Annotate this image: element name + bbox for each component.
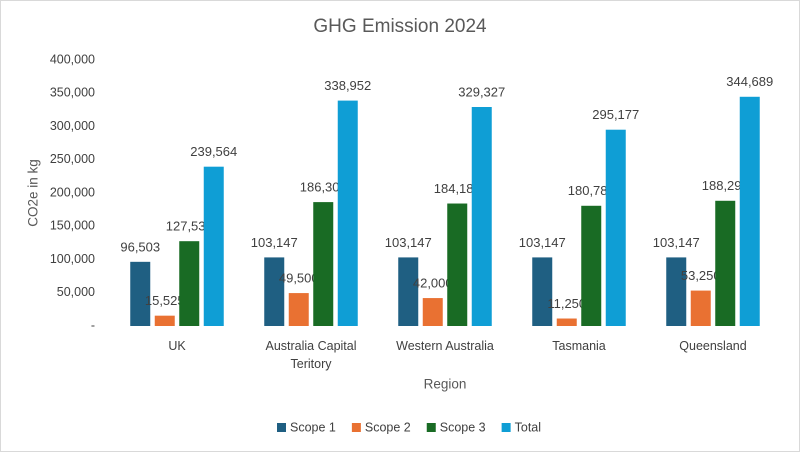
legend-label: Total [515, 420, 541, 434]
bar [581, 205, 602, 326]
x-tick-label: Australia Capital Teritory [265, 339, 357, 371]
data-label: 188,292 [702, 178, 749, 193]
bar [313, 202, 334, 326]
y-tick-label: 200,000 [50, 185, 95, 199]
bar [264, 257, 285, 326]
bar [179, 241, 200, 326]
x-axis-title: Region [424, 377, 467, 392]
legend-label: Scope 1 [290, 420, 336, 434]
x-tick-label: Queensland [679, 339, 747, 353]
bar [203, 166, 224, 326]
bar [130, 261, 151, 326]
bar [532, 257, 553, 326]
data-label: 53,250 [681, 268, 721, 283]
y-tick-label: 250,000 [50, 152, 95, 166]
data-label: 329,327 [458, 84, 505, 99]
data-label: 96,503 [120, 239, 160, 254]
bar [690, 290, 711, 326]
data-label: 42,000 [413, 276, 453, 291]
chart-title: GHG Emission 2024 [313, 16, 487, 37]
data-label: 127,533 [166, 219, 213, 234]
y-axis-title: CO2e in kg [26, 159, 41, 227]
y-tick-label: 50,000 [57, 285, 95, 299]
data-label: 103,147 [251, 235, 298, 250]
x-tick-label: Tasmania [552, 339, 606, 353]
data-label: 103,147 [385, 235, 432, 250]
data-label: 186,305 [300, 180, 347, 195]
bar [447, 203, 468, 326]
legend-swatch [501, 423, 511, 432]
bar [422, 298, 443, 326]
data-label: 184,180 [434, 181, 481, 196]
legend-label: Scope 3 [440, 420, 486, 434]
bar [666, 257, 687, 326]
x-tick-label: UK [168, 339, 186, 353]
data-label: 103,147 [519, 235, 566, 250]
bar [739, 96, 760, 326]
data-label: 344,689 [726, 74, 773, 89]
data-label: 15,525 [145, 293, 185, 308]
y-tick-label: 400,000 [50, 52, 95, 66]
legend-swatch [426, 423, 436, 432]
data-label: 338,952 [324, 78, 371, 93]
y-tick-label: - [91, 318, 95, 332]
y-tick-label: 300,000 [50, 119, 95, 133]
data-label: 180,780 [568, 183, 615, 198]
y-tick-label: 150,000 [50, 219, 95, 233]
legend-label: Scope 2 [365, 420, 411, 434]
data-label: 239,564 [190, 144, 237, 159]
bar [471, 106, 492, 326]
y-tick-label: 100,000 [50, 252, 95, 266]
data-label: 295,177 [592, 107, 639, 122]
bar [154, 315, 175, 326]
legend-swatch [277, 423, 286, 432]
bar [605, 129, 626, 326]
bar [337, 100, 358, 326]
data-label: 103,147 [653, 235, 700, 250]
y-tick-label: 350,000 [50, 86, 95, 100]
bar [715, 200, 736, 326]
bar [556, 318, 577, 326]
legend-swatch [351, 423, 361, 432]
data-label: 49,500 [279, 271, 319, 286]
bar [288, 293, 309, 326]
x-tick-label: Western Australia [396, 339, 494, 353]
data-label: 11,250 [547, 296, 586, 311]
bar [398, 257, 419, 326]
